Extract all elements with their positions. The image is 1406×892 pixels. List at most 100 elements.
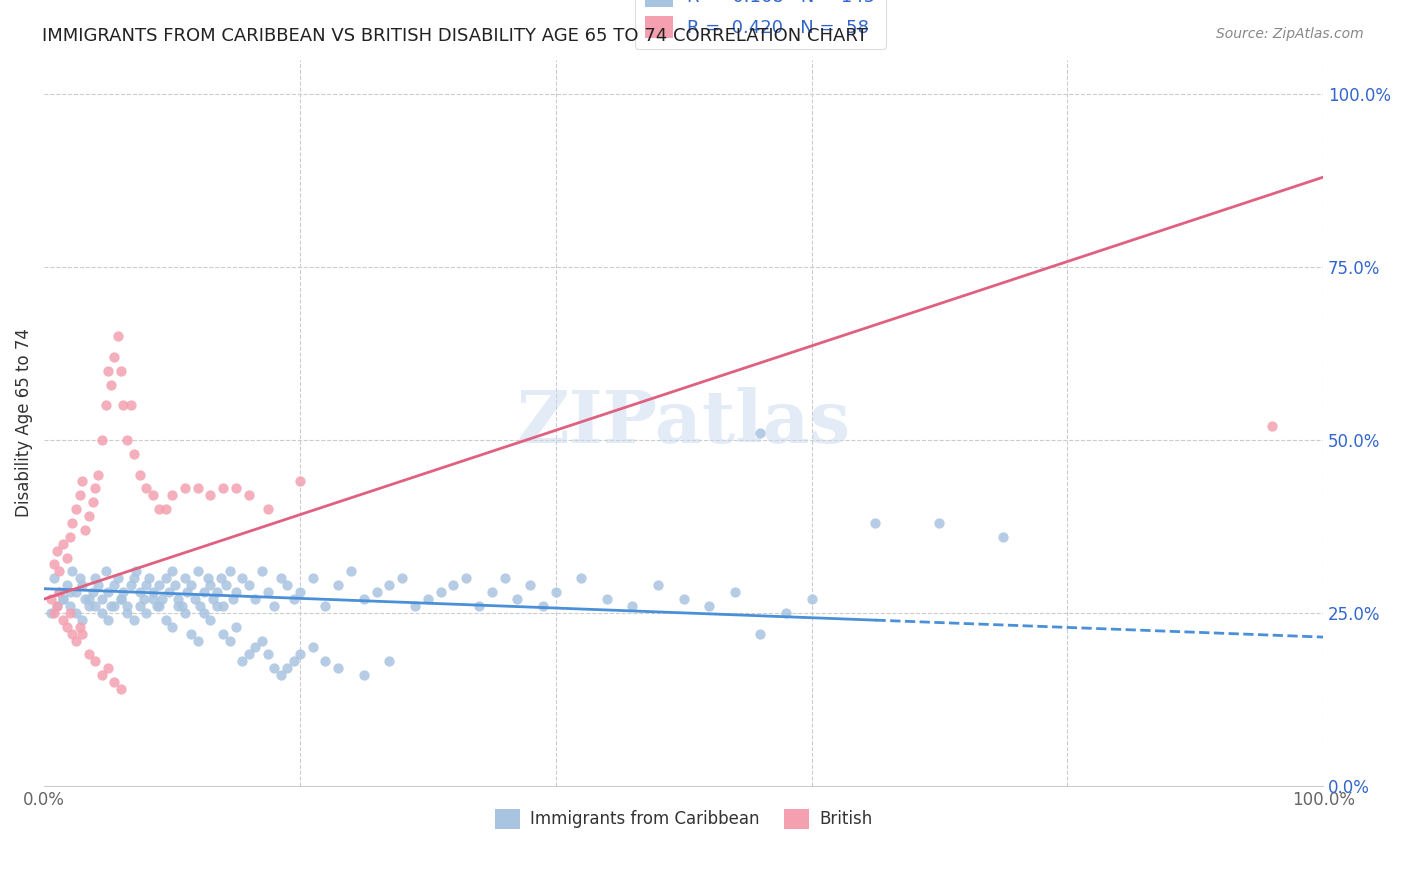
Point xyxy=(72,475,94,489)
Point xyxy=(117,599,139,613)
Point xyxy=(120,398,142,412)
Point xyxy=(531,599,554,613)
Point xyxy=(103,350,125,364)
Point xyxy=(494,571,516,585)
Point xyxy=(315,654,337,668)
Point xyxy=(288,475,311,489)
Point xyxy=(52,537,75,551)
Point xyxy=(187,633,209,648)
Point xyxy=(59,606,82,620)
Point xyxy=(250,565,273,579)
Text: IMMIGRANTS FROM CARIBBEAN VS BRITISH DISABILITY AGE 65 TO 74 CORRELATION CHART: IMMIGRANTS FROM CARIBBEAN VS BRITISH DIS… xyxy=(42,27,868,45)
Point xyxy=(188,599,211,613)
Point xyxy=(107,571,129,585)
Point xyxy=(125,565,148,579)
Point xyxy=(72,613,94,627)
Point xyxy=(544,585,567,599)
Point xyxy=(52,592,75,607)
Point xyxy=(243,640,266,655)
Point xyxy=(180,626,202,640)
Point xyxy=(231,571,253,585)
Point xyxy=(56,578,79,592)
Point xyxy=(391,571,413,585)
Point xyxy=(56,620,79,634)
Point xyxy=(52,613,75,627)
Point xyxy=(100,377,122,392)
Point xyxy=(90,668,112,682)
Point xyxy=(145,599,167,613)
Point xyxy=(173,482,195,496)
Point xyxy=(72,578,94,592)
Point xyxy=(135,606,157,620)
Point xyxy=(928,516,950,530)
Point xyxy=(160,565,183,579)
Point xyxy=(77,592,100,607)
Point xyxy=(250,633,273,648)
Point xyxy=(45,599,67,613)
Point xyxy=(205,585,228,599)
Point xyxy=(73,592,96,607)
Point xyxy=(647,578,669,592)
Point xyxy=(225,585,247,599)
Point xyxy=(77,509,100,524)
Point xyxy=(94,565,117,579)
Point xyxy=(45,543,67,558)
Point xyxy=(155,502,177,516)
Point xyxy=(73,523,96,537)
Point xyxy=(82,585,104,599)
Point xyxy=(243,592,266,607)
Point xyxy=(69,620,91,634)
Point xyxy=(225,482,247,496)
Point xyxy=(328,578,350,592)
Point xyxy=(172,599,194,613)
Point xyxy=(263,599,285,613)
Point xyxy=(184,592,207,607)
Point xyxy=(288,585,311,599)
Point xyxy=(148,599,170,613)
Point xyxy=(456,571,478,585)
Point xyxy=(65,585,87,599)
Point xyxy=(167,592,190,607)
Legend: Immigrants from Caribbean, British: Immigrants from Caribbean, British xyxy=(488,802,879,836)
Point xyxy=(283,654,305,668)
Point xyxy=(59,585,82,599)
Point xyxy=(749,426,772,441)
Point xyxy=(218,633,240,648)
Point xyxy=(60,565,83,579)
Point xyxy=(353,668,375,682)
Point xyxy=(212,482,235,496)
Point xyxy=(187,565,209,579)
Point xyxy=(222,592,245,607)
Point xyxy=(132,592,155,607)
Point xyxy=(45,599,67,613)
Point xyxy=(200,613,222,627)
Point xyxy=(993,530,1015,544)
Point xyxy=(103,675,125,690)
Point xyxy=(110,592,132,607)
Point xyxy=(142,592,165,607)
Point xyxy=(238,488,260,502)
Point xyxy=(416,592,439,607)
Point xyxy=(82,495,104,509)
Point xyxy=(404,599,426,613)
Point xyxy=(468,599,491,613)
Point xyxy=(378,654,401,668)
Point xyxy=(90,606,112,620)
Point xyxy=(84,571,107,585)
Point xyxy=(257,648,280,662)
Point xyxy=(135,482,157,496)
Point xyxy=(97,585,120,599)
Point xyxy=(155,613,177,627)
Point xyxy=(215,578,238,592)
Point xyxy=(44,571,66,585)
Point xyxy=(176,585,198,599)
Point xyxy=(697,599,720,613)
Point xyxy=(238,578,260,592)
Point xyxy=(159,585,181,599)
Point xyxy=(48,585,70,599)
Point xyxy=(749,626,772,640)
Point xyxy=(103,599,125,613)
Point xyxy=(173,606,195,620)
Point xyxy=(84,482,107,496)
Point xyxy=(87,578,110,592)
